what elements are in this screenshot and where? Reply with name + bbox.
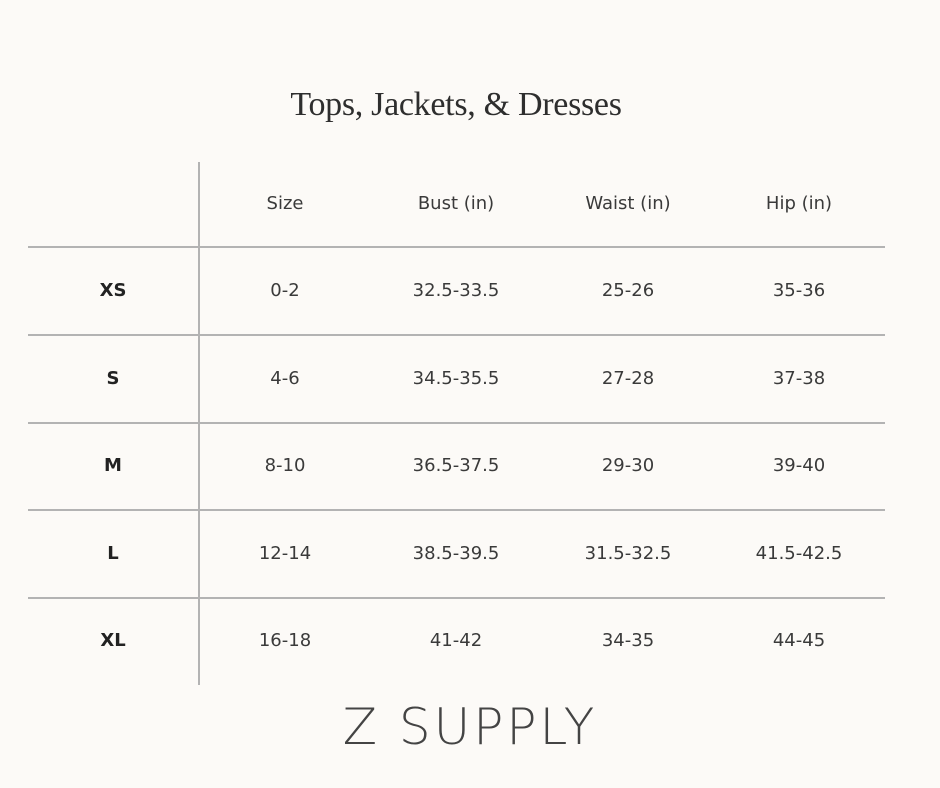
cell-waist: 27-28 [601,368,655,389]
cell-waist: 31.5-32.5 [584,543,672,564]
chart-title: Tops, Jackets, & Dresses [290,86,622,123]
cell-bust: 32.5-33.5 [412,280,500,301]
cell-bust: 36.5-37.5 [412,455,500,476]
row-label: M [104,455,122,476]
cell-bust: 38.5-39.5 [412,543,500,564]
row-divider [28,246,885,248]
row-divider [28,334,885,336]
row-divider [28,422,885,424]
cell-hip: 44-45 [772,630,826,651]
header-bust: Bust (in) [417,193,495,214]
row-label: XL [100,630,126,651]
cell-size: 8-10 [264,455,306,476]
cell-hip: 41.5-42.5 [755,543,843,564]
header-waist: Waist (in) [585,193,671,214]
cell-hip: 37-38 [772,368,826,389]
row-label: XS [99,280,127,301]
cell-size: 4-6 [270,368,300,389]
cell-waist: 29-30 [601,455,655,476]
cell-size: 0-2 [270,280,300,301]
cell-waist: 34-35 [601,630,655,651]
cell-hip: 35-36 [772,280,826,301]
header-hip: Hip (in) [765,193,833,214]
row-label: L [107,543,119,564]
row-divider [28,509,885,511]
cell-bust: 34.5-35.5 [412,368,500,389]
cell-size: 12-14 [258,543,312,564]
cell-hip: 39-40 [772,455,826,476]
cell-waist: 25-26 [601,280,655,301]
cell-bust: 41-42 [429,630,483,651]
cell-size: 16-18 [258,630,312,651]
header-size: Size [266,193,304,214]
row-label: S [106,368,120,389]
row-divider [28,597,885,599]
z-supply-logo: Z SUPPLY [342,698,598,756]
